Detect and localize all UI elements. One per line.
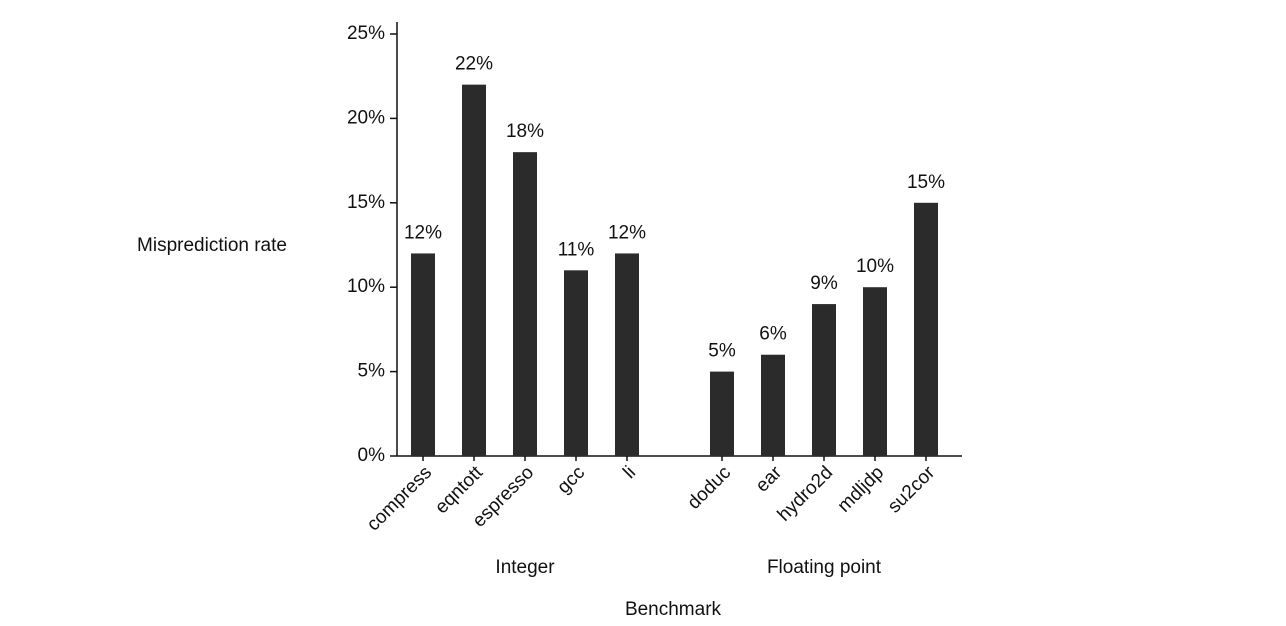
y-axis-label: Misprediction rate	[137, 235, 287, 256]
group-label: Integer	[495, 557, 555, 578]
bar	[914, 202, 938, 456]
x-tick-label: li	[619, 462, 640, 483]
y-tick-label: 0%	[358, 445, 386, 466]
bar	[513, 152, 537, 456]
bar	[863, 287, 887, 456]
bar	[564, 270, 588, 456]
bar	[462, 84, 486, 456]
y-tick-label: 15%	[347, 192, 385, 213]
bar	[761, 354, 785, 456]
value-label: 12%	[608, 222, 646, 243]
y-tick-label: 20%	[347, 107, 385, 128]
value-label: 5%	[708, 341, 736, 362]
value-label: 22%	[455, 54, 493, 75]
y-tick-label: 10%	[347, 276, 385, 297]
x-tick-label: ear	[752, 462, 787, 497]
value-label: 6%	[759, 324, 787, 345]
value-label: 12%	[404, 222, 442, 243]
x-tick-label: doduc	[684, 462, 735, 513]
x-axis-label: Benchmark	[625, 599, 722, 620]
value-label: 10%	[856, 256, 894, 277]
bar	[411, 253, 435, 456]
group-label: Floating point	[767, 557, 882, 578]
y-tick-label: 25%	[347, 23, 385, 44]
y-tick-label: 5%	[358, 361, 386, 382]
bar	[812, 304, 836, 456]
bar	[615, 253, 639, 456]
value-label: 18%	[506, 121, 544, 142]
bar	[710, 371, 734, 456]
x-tick-label: hydro2d	[774, 462, 837, 525]
x-tick-label: gcc	[553, 462, 589, 498]
value-label: 15%	[907, 172, 945, 193]
x-tick-label: su2cor	[884, 462, 940, 518]
x-tick-label: mdljdp	[834, 462, 888, 516]
value-label: 11%	[558, 239, 595, 260]
x-tick-label: compress	[363, 462, 436, 535]
value-label: 9%	[810, 273, 838, 294]
